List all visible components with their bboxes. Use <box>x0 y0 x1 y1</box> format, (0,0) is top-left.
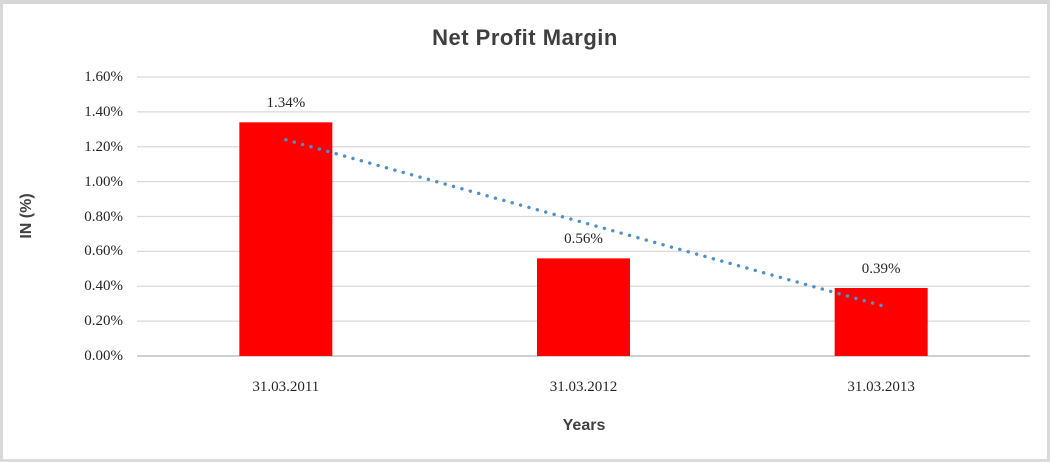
trendline <box>284 138 883 308</box>
y-tick-label: 0.20% <box>84 313 123 330</box>
bar <box>834 287 928 356</box>
y-tick-label: 1.00% <box>84 173 123 190</box>
bar-value-label: 0.39% <box>861 260 901 277</box>
y-tick-label: 1.60% <box>84 69 123 85</box>
x-axis-title: Years <box>562 417 606 434</box>
bar <box>537 258 630 356</box>
chart-title: Net Profit Margin <box>432 25 618 50</box>
x-tick-label: 31.03.2013 <box>847 379 915 395</box>
bar-value-label: 1.34% <box>266 95 306 112</box>
y-tick-label: 1.40% <box>84 103 123 120</box>
bar-value-label: 0.56% <box>564 231 603 248</box>
bar <box>239 122 333 357</box>
plot-area <box>137 76 1030 357</box>
y-tick-label: 0.00% <box>84 348 123 364</box>
y-tick-label: 0.40% <box>84 278 123 295</box>
x-tick-label: 31.03.2012 <box>549 379 618 395</box>
y-tick-label: 1.20% <box>84 138 123 155</box>
y-tick-label: 0.60% <box>84 243 123 260</box>
y-tick-label: 0.80% <box>84 208 123 225</box>
x-tick-label: 31.03.2011 <box>252 379 320 395</box>
